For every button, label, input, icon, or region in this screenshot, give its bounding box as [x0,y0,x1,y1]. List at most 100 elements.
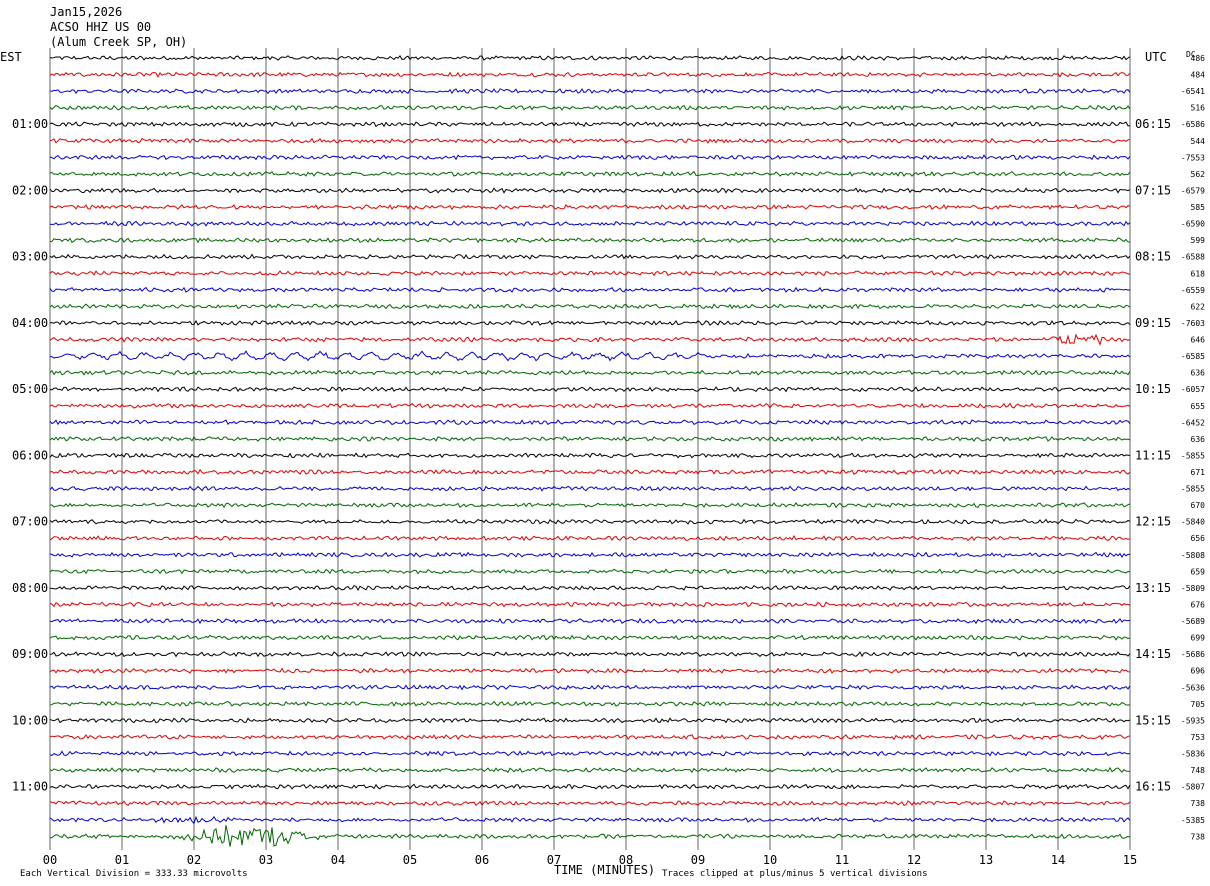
dc-offset-label: -6057 [1181,385,1205,394]
utc-hour-label: 13:15 [1135,581,1171,595]
trace-line [49,204,1131,211]
utc-hour-label: 07:15 [1135,183,1171,197]
trace-line [49,270,1131,277]
dc-offset-label: -5807 [1181,783,1205,792]
x-tick-label: 15 [1123,853,1137,867]
trace-line [49,154,1131,161]
trace-line [49,734,1131,741]
dc-offset-label: 659 [1191,567,1206,576]
trace-line [49,684,1131,691]
trace-line [49,253,1131,260]
x-tick-label: 01 [115,853,129,867]
est-hour-label: 01:00 [12,117,48,131]
dc-label: DC [1186,50,1196,59]
trace-line [50,502,1131,509]
trace-line [49,568,1131,575]
trace-line [50,220,1131,227]
dc-offset-label: 544 [1191,137,1206,146]
dc-offset-label: -5935 [1181,716,1205,725]
dc-offset-label: -7553 [1181,153,1205,162]
dc-offset-label: 696 [1191,667,1206,676]
dc-offset-label: 585 [1191,203,1206,212]
dc-offset-label: -6585 [1181,352,1205,361]
utc-hour-label: 06:15 [1135,117,1171,131]
trace-line [49,369,1131,376]
dc-offset-label: -5809 [1181,584,1205,593]
dc-offset-label: -6588 [1181,253,1205,262]
utc-axis-label: UTC [1145,50,1167,64]
trace-line [49,468,1131,475]
x-axis-title: TIME (MINUTES) [554,863,655,877]
est-hour-label: 06:00 [12,448,48,462]
time-gridlines [49,48,1131,850]
x-tick-label: 00 [43,853,57,867]
trace-line [49,617,1131,625]
dc-offset-label: -6559 [1181,286,1205,295]
trace-line [49,815,1131,825]
est-hour-label: 11:00 [12,780,48,794]
dc-offset-label: 671 [1191,468,1206,477]
dc-offset-label: -5836 [1181,750,1205,759]
dc-offset-label: 655 [1191,402,1206,411]
dc-offset-label: 562 [1191,170,1206,179]
x-tick-label: 14 [1051,853,1065,867]
clip-note: Traces clipped at plus/minus 5 vertical … [662,869,928,879]
trace-line [49,825,1131,847]
location-label: (Alum Creek SP, OH) [50,35,187,49]
x-tick-label: 06 [475,853,489,867]
est-hour-label: 03:00 [12,250,48,264]
dc-offset-label: -5689 [1181,617,1205,626]
dc-offset-label: -7603 [1181,319,1205,328]
dc-offset-label: -5855 [1181,485,1205,494]
dc-offset-label: -6452 [1181,418,1205,427]
dc-offset-label: 486 [1191,54,1206,63]
x-tick-label: 02 [187,853,201,867]
trace-line [49,800,1131,807]
x-tick-label: 08 [619,853,633,867]
est-hour-label: 02:00 [12,183,48,197]
trace-line [49,766,1131,774]
x-tick-label: 09 [691,853,705,867]
seismic-traces [49,55,1131,847]
dc-offset-label: 676 [1191,600,1206,609]
dc-offset-label: 636 [1191,435,1206,444]
trace-line [49,651,1131,658]
trace-line [49,667,1131,674]
est-hour-label: 07:00 [12,515,48,529]
est-hour-label: 04:00 [12,316,48,330]
est-hour-label: 05:00 [12,382,48,396]
trace-line [49,286,1131,293]
est-axis-label: EST [0,50,22,64]
trace-line [49,303,1131,310]
trace-line [49,534,1131,542]
dc-offset-label: 599 [1191,236,1206,245]
trace-line [49,137,1130,144]
dc-offset-label: -5808 [1181,551,1205,560]
dc-offset-label: -6590 [1181,220,1205,229]
trace-line [49,88,1131,95]
trace-line [49,435,1131,442]
dc-offset-label: -5385 [1181,816,1205,825]
est-hour-label: 10:00 [12,713,48,727]
scale-note: Each Vertical Division = 333.33 microvol… [20,869,248,879]
dc-offset-label: 516 [1191,104,1206,113]
dc-offset-labels: 486 484 -6541 516 -6586 544 -7553 562 -6579 585 -6… [1181,54,1205,841]
trace-line [49,319,1131,326]
trace-line [49,333,1131,346]
station-label: ACSO HHZ US 00 [50,20,151,34]
dc-offset-label: 753 [1191,733,1206,742]
dc-offset-label: -6579 [1181,186,1205,195]
trace-line [49,71,1131,78]
trace-line [49,121,1131,128]
trace-line [49,551,1130,558]
dc-offset-label: -5840 [1181,518,1205,527]
trace-line [49,750,1131,757]
est-hour-labels: 01:00 02:00 03:00 04:00 05:00 06:00 07:00 08:00… [12,117,48,793]
trace-line [49,585,1131,592]
x-tick-labels: 00 01 02 03 04 05 06 07 08 09 10 11 12 13 14 15 [43,853,1137,867]
utc-hour-label: 09:15 [1135,316,1171,330]
trace-line [49,452,1131,459]
dc-offset-label: 748 [1191,766,1206,775]
dc-offset-label: 618 [1191,269,1206,278]
trace-line [49,717,1131,724]
